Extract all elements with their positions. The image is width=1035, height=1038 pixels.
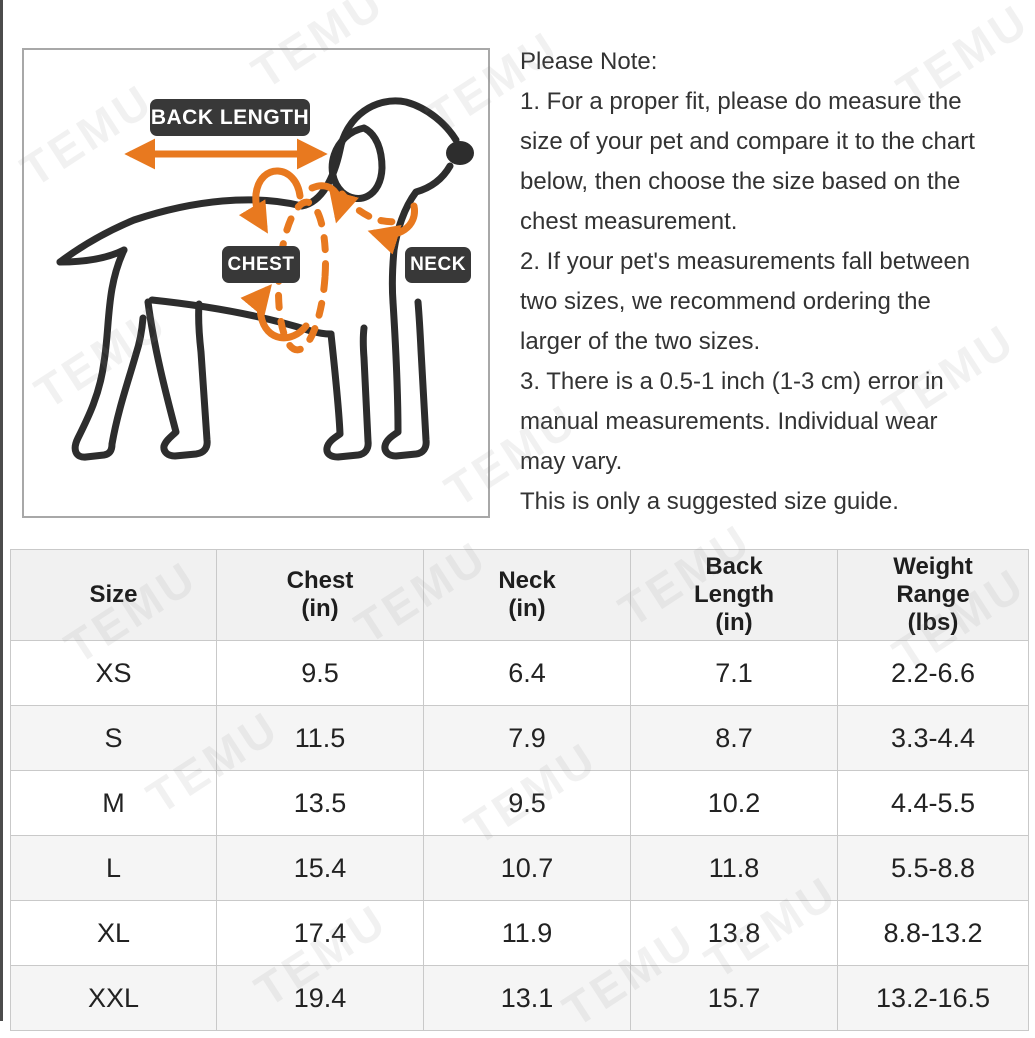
cell-chest: 15.4 bbox=[216, 835, 424, 901]
note-heading: Please Note: bbox=[520, 48, 658, 75]
measurement-annotations bbox=[124, 138, 418, 354]
table-row-xl: XL 17.4 11.9 13.8 8.8-13.2 bbox=[10, 900, 1029, 966]
cell-neck: 7.9 bbox=[423, 705, 631, 771]
cell-chest: 17.4 bbox=[216, 900, 424, 966]
note-line: 3. There is a 0.5-1 inch (1-3 cm) error … bbox=[520, 368, 944, 395]
cell-size: XXL bbox=[10, 965, 217, 1031]
table-row-xs: XS 9.5 6.4 7.1 2.2-6.6 bbox=[10, 640, 1029, 706]
table-row-m: M 13.5 9.5 10.2 4.4-5.5 bbox=[10, 770, 1029, 836]
cell-neck: 13.1 bbox=[423, 965, 631, 1031]
chest-top-arrow bbox=[238, 167, 304, 234]
note-line: below, then choose the size based on the bbox=[520, 168, 961, 195]
dog-ear bbox=[328, 124, 386, 202]
cell-weight: 8.8-13.2 bbox=[837, 900, 1029, 966]
note-line: may vary. bbox=[520, 448, 623, 475]
chest-badge: CHEST bbox=[222, 246, 300, 283]
cell-chest: 9.5 bbox=[216, 640, 424, 706]
dog-outline bbox=[56, 97, 460, 461]
note-line: This is only a suggested size guide. bbox=[520, 488, 899, 515]
cell-weight: 2.2-6.6 bbox=[837, 640, 1029, 706]
cell-back: 15.7 bbox=[630, 965, 838, 1031]
table-row-l: L 15.4 10.7 11.8 5.5-8.8 bbox=[10, 835, 1029, 901]
note-line: 2. If your pet's measurements fall betwe… bbox=[520, 248, 971, 275]
cell-size: L bbox=[10, 835, 217, 901]
cell-chest: 13.5 bbox=[216, 770, 424, 836]
withers-arrow bbox=[308, 182, 359, 224]
column-header-chest: Chest (in) bbox=[216, 549, 424, 641]
cell-back: 13.8 bbox=[630, 900, 838, 966]
table-row-s: S 11.5 7.9 8.7 3.3-4.4 bbox=[10, 705, 1029, 771]
column-header-size: Size bbox=[10, 549, 217, 641]
cell-neck: 11.9 bbox=[423, 900, 631, 966]
cell-weight: 4.4-5.5 bbox=[837, 770, 1029, 836]
chest-bottom-arrow bbox=[240, 284, 310, 342]
cell-neck: 9.5 bbox=[423, 770, 631, 836]
neck-badge: NECK bbox=[405, 247, 471, 283]
cell-size: XL bbox=[10, 900, 217, 966]
dog-nose bbox=[446, 141, 474, 165]
left-edge-line bbox=[0, 0, 3, 1021]
column-header-back-length: Back Length (in) bbox=[630, 549, 838, 641]
cell-size: S bbox=[10, 705, 217, 771]
note-line: manual measurements. Individual wear bbox=[520, 408, 938, 435]
cell-neck: 6.4 bbox=[423, 640, 631, 706]
cell-weight: 5.5-8.8 bbox=[837, 835, 1029, 901]
note-block: Please Note: 1. For a proper fit, please… bbox=[520, 42, 1035, 522]
neck-arrow bbox=[367, 202, 418, 255]
back-length-badge: BACK LENGTH bbox=[150, 99, 310, 136]
note-line: larger of the two sizes. bbox=[520, 328, 761, 355]
cell-back: 8.7 bbox=[630, 705, 838, 771]
dog-illustration bbox=[56, 97, 474, 461]
neck-girth-dashed-arc bbox=[338, 190, 408, 226]
size-chart-table: Size Chest (in) Neck (in) Back Length (i… bbox=[10, 549, 1029, 1031]
column-header-neck: Neck (in) bbox=[423, 549, 631, 641]
measurement-diagram: BACK LENGTH CHEST NECK bbox=[22, 48, 490, 518]
table-row-xxl: XXL 19.4 13.1 15.7 13.2-16.5 bbox=[10, 965, 1029, 1031]
cell-back: 10.2 bbox=[630, 770, 838, 836]
cell-size: XS bbox=[10, 640, 217, 706]
cell-neck: 10.7 bbox=[423, 835, 631, 901]
table-header-row: Size Chest (in) Neck (in) Back Length (i… bbox=[10, 549, 1029, 641]
cell-back: 11.8 bbox=[630, 835, 838, 901]
cell-weight: 3.3-4.4 bbox=[837, 705, 1029, 771]
note-line: size of your pet and compare it to the c… bbox=[520, 128, 975, 155]
cell-back: 7.1 bbox=[630, 640, 838, 706]
cell-chest: 11.5 bbox=[216, 705, 424, 771]
column-header-weight: Weight Range (lbs) bbox=[837, 549, 1029, 641]
note-line: two sizes, we recommend ordering the bbox=[520, 288, 931, 315]
note-line: 1. For a proper fit, please do measure t… bbox=[520, 88, 962, 115]
cell-weight: 13.2-16.5 bbox=[837, 965, 1029, 1031]
note-line: chest measurement. bbox=[520, 208, 738, 235]
cell-size: M bbox=[10, 770, 217, 836]
